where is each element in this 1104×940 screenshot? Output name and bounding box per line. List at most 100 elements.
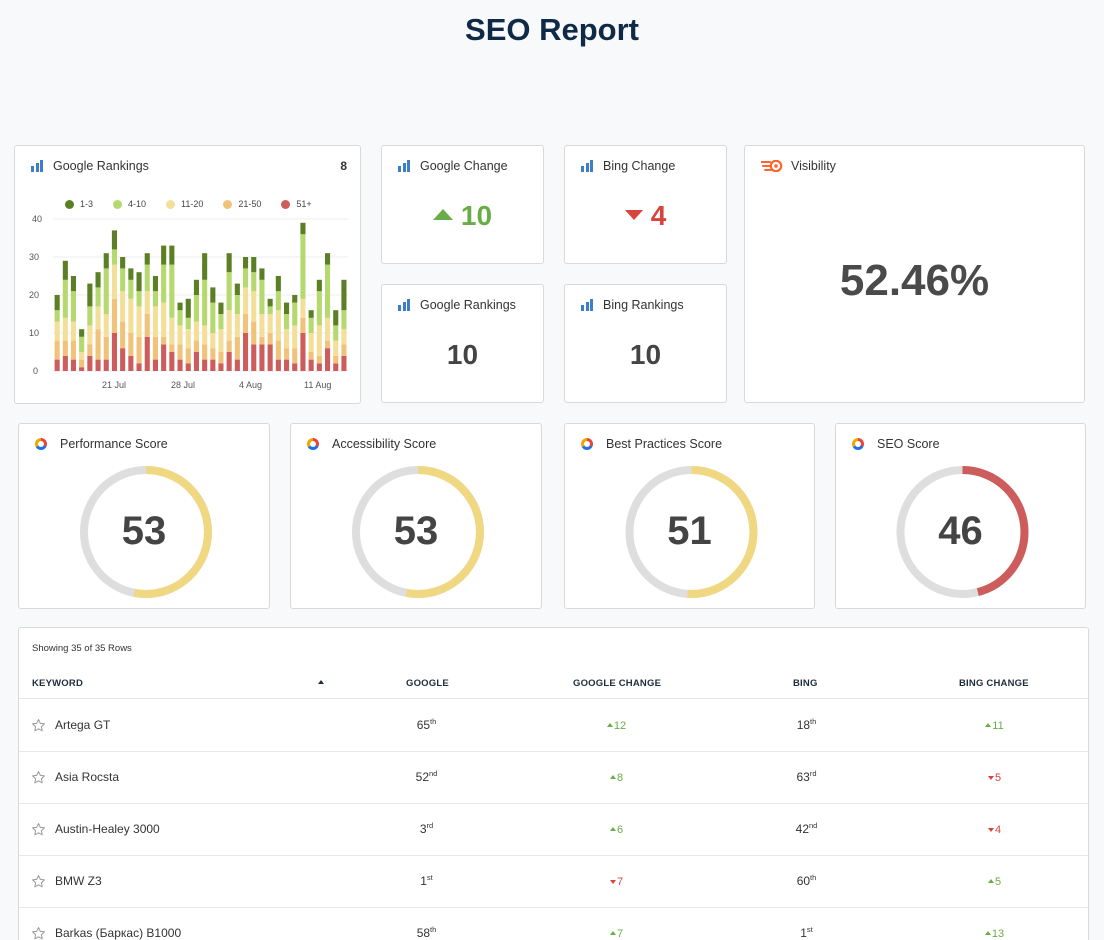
bar-segment-11-20[interactable] (308, 333, 314, 352)
bar-segment-1-3[interactable] (193, 279, 199, 295)
bar-segment-4-10[interactable] (177, 310, 183, 326)
bar-segment-51+[interactable] (292, 363, 298, 371)
bar-segment-11-20[interactable] (169, 317, 175, 345)
bar-segment-11-20[interactable] (251, 291, 257, 322)
bar-segment-11-20[interactable] (284, 329, 290, 349)
bar-segment-51+[interactable] (275, 359, 281, 371)
bar-segment-21-50[interactable] (79, 359, 85, 368)
bar-segment-11-20[interactable] (120, 291, 126, 322)
bar-segment-21-50[interactable] (136, 336, 142, 364)
bar-segment-4-10[interactable] (144, 264, 150, 292)
bar-segment-4-10[interactable] (202, 279, 208, 326)
bar-segment-51+[interactable] (234, 359, 240, 371)
legend-item-21-50[interactable]: 21-50 (223, 199, 261, 209)
bar-segment-11-20[interactable] (210, 333, 216, 349)
bar-segment-11-20[interactable] (87, 325, 93, 345)
bar-segment-4-10[interactable] (333, 325, 339, 341)
bar-segment-51+[interactable] (136, 363, 142, 371)
bar-segment-51+[interactable] (193, 352, 199, 371)
bar-segment-11-20[interactable] (325, 317, 331, 341)
bar-segment-51+[interactable] (259, 344, 265, 371)
bar-segment-21-50[interactable] (308, 352, 314, 360)
bar-segment-11-20[interactable] (79, 352, 85, 360)
star-icon[interactable] (31, 718, 46, 733)
star-icon[interactable] (31, 926, 46, 940)
table-row[interactable]: BMW Z3 1st 7 60th 5 (19, 855, 1088, 907)
bar-segment-1-3[interactable] (169, 245, 175, 265)
legend-item-51-plus[interactable]: 51+ (281, 199, 312, 209)
bar-segment-21-50[interactable] (292, 348, 298, 364)
bar-segment-51+[interactable] (177, 359, 183, 371)
bar-segment-51+[interactable] (54, 359, 60, 371)
bar-segment-11-20[interactable] (259, 314, 265, 337)
bar-segment-4-10[interactable] (87, 306, 93, 326)
bar-segment-51+[interactable] (62, 355, 68, 371)
bar-segment-1-3[interactable] (267, 298, 273, 307)
bar-segment-4-10[interactable] (120, 268, 126, 292)
bar-segment-1-3[interactable] (284, 302, 290, 314)
bar-segment-4-10[interactable] (111, 249, 117, 265)
bar-segment-1-3[interactable] (161, 245, 167, 265)
bar-segment-1-3[interactable] (333, 310, 339, 326)
bar-segment-51+[interactable] (120, 348, 126, 371)
bar-segment-11-20[interactable] (152, 306, 158, 337)
header-bing[interactable]: BING (793, 678, 818, 689)
bar-segment-1-3[interactable] (103, 253, 109, 269)
header-keyword[interactable]: KEYWORD (32, 678, 84, 689)
table-row[interactable]: Austin-Healey 3000 3rd 6 42nd 4 (19, 803, 1088, 855)
bar-segment-21-50[interactable] (111, 298, 117, 333)
bar-segment-21-50[interactable] (169, 344, 175, 352)
bar-segment-1-3[interactable] (259, 268, 265, 280)
bar-segment-11-20[interactable] (161, 302, 167, 337)
bar-segment-1-3[interactable] (70, 276, 76, 292)
header-google[interactable]: GOOGLE (406, 678, 449, 689)
bar-segment-51+[interactable] (144, 336, 150, 371)
bar-segment-1-3[interactable] (152, 276, 158, 292)
bar-segment-1-3[interactable] (292, 295, 298, 303)
bar-segment-11-20[interactable] (111, 264, 117, 299)
bar-segment-4-10[interactable] (316, 291, 322, 326)
bar-segment-11-20[interactable] (95, 306, 101, 330)
bar-segment-21-50[interactable] (152, 336, 158, 360)
bar-segment-4-10[interactable] (341, 310, 347, 330)
bar-segment-21-50[interactable] (218, 352, 224, 364)
bar-segment-51+[interactable] (300, 333, 306, 371)
bar-segment-4-10[interactable] (226, 272, 232, 311)
bar-segment-21-50[interactable] (251, 321, 257, 345)
bar-segment-51+[interactable] (185, 363, 191, 371)
bar-segment-11-20[interactable] (128, 298, 134, 333)
bar-segment-11-20[interactable] (300, 298, 306, 318)
bar-segment-4-10[interactable] (308, 317, 314, 333)
bar-segment-51+[interactable] (341, 355, 347, 371)
bar-segment-1-3[interactable] (325, 253, 331, 265)
bar-segment-11-20[interactable] (341, 329, 347, 345)
bar-segment-21-50[interactable] (70, 340, 76, 360)
table-row[interactable]: Artega GT 65th 12 18th 11 (19, 699, 1088, 751)
bar-segment-1-3[interactable] (202, 253, 208, 280)
bar-segment-11-20[interactable] (226, 310, 232, 341)
bar-segment-1-3[interactable] (62, 260, 68, 280)
bar-segment-51+[interactable] (284, 359, 290, 371)
bar-segment-4-10[interactable] (284, 314, 290, 330)
bar-segment-51+[interactable] (325, 348, 331, 371)
bar-segment-51+[interactable] (218, 363, 224, 371)
bar-segment-11-20[interactable] (62, 317, 68, 341)
bar-segment-21-50[interactable] (210, 348, 216, 360)
bar-segment-21-50[interactable] (333, 355, 339, 364)
bar-segment-4-10[interactable] (267, 306, 273, 314)
bar-segment-11-20[interactable] (185, 329, 191, 349)
bar-segment-1-3[interactable] (54, 295, 60, 311)
bar-segment-51+[interactable] (243, 333, 249, 371)
table-row[interactable]: Asia Rocsta 52nd 8 63rd 5 (19, 751, 1088, 803)
bar-segment-4-10[interactable] (136, 291, 142, 307)
bar-segment-1-3[interactable] (144, 253, 150, 265)
bar-segment-11-20[interactable] (177, 325, 183, 345)
bar-segment-21-50[interactable] (226, 340, 232, 352)
bar-segment-1-3[interactable] (218, 302, 224, 314)
bar-segment-21-50[interactable] (243, 314, 249, 333)
bar-segment-21-50[interactable] (177, 344, 183, 360)
bar-segment-51+[interactable] (161, 344, 167, 371)
bar-segment-4-10[interactable] (300, 234, 306, 299)
bar-segment-1-3[interactable] (316, 279, 322, 292)
bar-segment-11-20[interactable] (54, 321, 60, 341)
